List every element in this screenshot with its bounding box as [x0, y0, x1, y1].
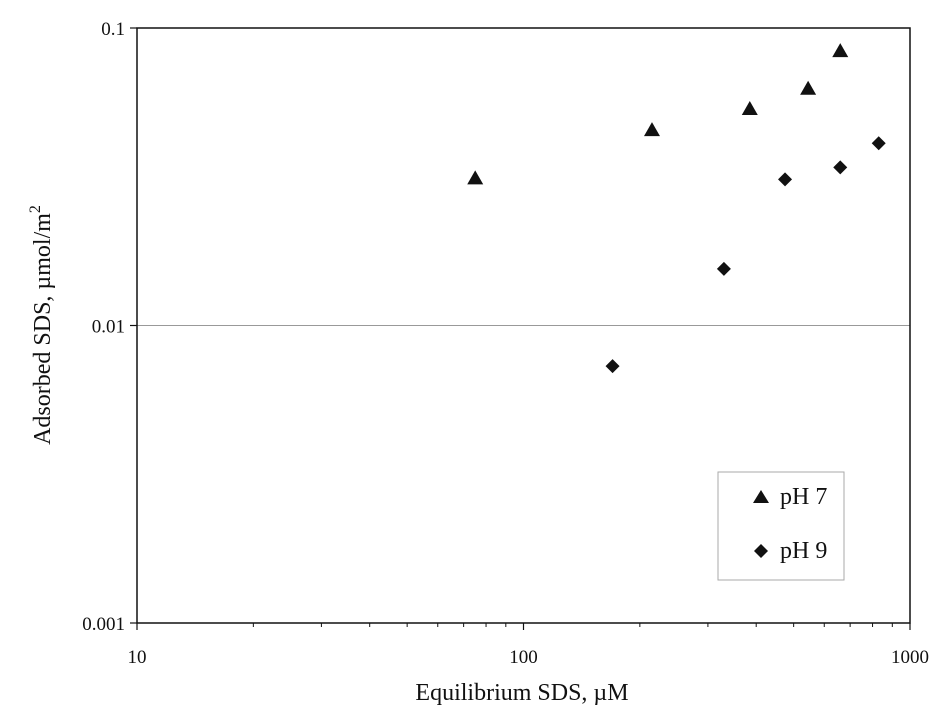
data-point-ph9	[833, 160, 848, 175]
x-axis-ticks	[136, 623, 911, 630]
data-point-ph7	[643, 122, 660, 137]
x-axis-title: Equilibrium SDS, µM	[415, 680, 628, 706]
legend-box	[717, 471, 845, 581]
data-point-ph9	[605, 359, 620, 374]
data-point-ph9	[871, 136, 886, 151]
data-points	[467, 43, 886, 374]
data-point-ph7	[800, 80, 817, 95]
y-tick-label: 0.001	[82, 614, 125, 635]
x-tick-label: 10	[128, 647, 147, 668]
y-tick-label: 0.1	[101, 19, 125, 40]
data-point-ph7	[832, 43, 849, 58]
y-axis-tick-labels: 0.001 0.01 0.1	[82, 19, 125, 635]
legend-label-ph7: pH 7	[780, 484, 827, 510]
data-point-ph7	[467, 170, 484, 185]
x-tick-label: 100	[509, 647, 538, 668]
legend-marker-ph7	[753, 490, 769, 503]
legend: pH 7 pH 9	[717, 471, 845, 581]
y-tick-label: 0.01	[92, 317, 125, 338]
y-axis-title-main: Adsorbed SDS, µmol/m	[30, 213, 56, 445]
y-axis-title-superscript: 2	[27, 205, 44, 213]
y-axis-title: Adsorbed SDS, µmol/m2	[27, 205, 56, 445]
x-axis-tick-labels: 10 100 1000	[128, 647, 930, 668]
legend-marker-ph9	[754, 544, 768, 558]
data-point-ph9	[716, 261, 731, 276]
x-tick-label: 1000	[891, 647, 929, 668]
y-axis-ticks	[130, 27, 137, 624]
legend-label-ph9: pH 9	[780, 538, 827, 564]
data-point-ph7	[741, 101, 758, 116]
data-point-ph9	[778, 172, 793, 187]
